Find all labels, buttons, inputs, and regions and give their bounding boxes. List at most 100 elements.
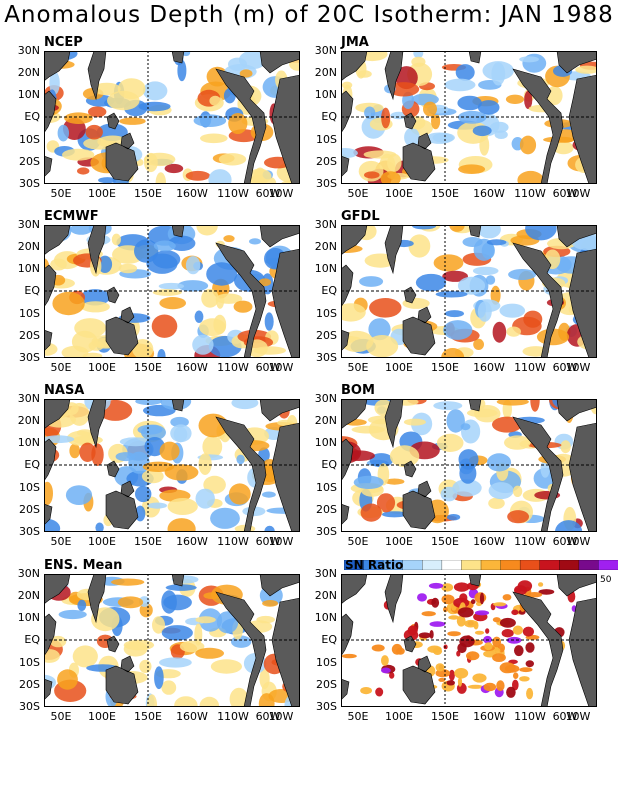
anomaly-patch [538,589,555,595]
anomaly-patch [147,502,167,509]
anomaly-patch [159,657,192,668]
anomaly-patch [138,101,171,112]
anomaly-patch [433,254,464,272]
anomaly-patch [203,475,226,494]
anomaly-patch [52,291,85,316]
lon-tick-label: 10W [268,187,294,200]
lat-tick-label: EQ [321,110,337,123]
anomaly-patch [201,288,219,308]
anomaly-patch [517,170,544,184]
anomaly-patch [167,498,198,515]
land-mask [44,574,300,707]
lon-tick-label: 50E [50,710,72,723]
anomaly-patch [470,599,476,605]
anomaly-patch [146,694,158,707]
lat-tick-label: 10S [19,656,40,669]
lat-tick-label: 20S [19,678,40,691]
panel-title: GFDL [341,209,380,224]
lat-tick-label: 30N [314,392,337,405]
anomaly-patch [111,578,145,586]
lon-tick-label: 100E [88,361,116,374]
anomaly-patch [389,672,395,679]
lat-tick-label: 30S [316,177,337,190]
anomaly-patch [202,435,223,458]
anomaly-patch [494,130,508,139]
anomaly-patch [502,594,512,601]
anomaly-patch [79,442,96,462]
anomaly-patch [208,169,232,184]
anomaly-patch [525,660,534,668]
anomaly-patch [264,312,274,331]
anomaly-patch [519,676,530,682]
anomaly-patch [206,262,238,286]
anomaly-patch [413,51,424,59]
map-frame [44,399,300,532]
anomaly-patch [525,642,535,653]
anomaly-patch [490,121,509,133]
anomaly-patch [449,225,465,232]
anomaly-patch [454,668,469,679]
anomaly-patch [44,649,60,663]
lon-tick-label: 110W [217,187,249,200]
lon-tick-label: 60W [255,361,281,374]
anomaly-patch [487,453,512,472]
anomaly-patch [194,623,203,646]
panel-title: ECMWF [44,209,99,224]
anomaly-patch [247,168,272,184]
anomaly-patch [526,687,534,700]
anomaly-patch [472,673,487,683]
map-frame [341,574,597,707]
anomaly-patch [485,628,490,634]
anomaly-patch [484,642,493,651]
anomaly-patch [514,645,524,657]
anomaly-patch [429,621,446,627]
anomaly-patch [76,429,94,437]
map-frame [44,51,300,184]
sn-ratio-colorbar [344,560,618,570]
lon-tick-label: 160W [176,361,208,374]
anomaly-patch [522,626,534,637]
anomaly-patch [506,686,516,698]
anomaly-patch [492,653,506,662]
anomaly-patch [477,100,500,115]
anomaly-patch [239,69,253,78]
anomaly-patch [457,642,467,654]
lon-tick-label: 100E [385,361,413,374]
lon-tick-label: 10W [565,710,591,723]
lat-tick-label: 20N [17,240,40,253]
anomaly-patch [77,599,87,611]
anomaly-patch [407,625,418,636]
anomaly-patch [418,632,432,639]
anomaly-patch [142,461,175,472]
lat-tick-label: 10S [19,307,40,320]
lon-tick-label: 110W [514,535,546,548]
anomaly-patch [511,609,519,616]
map-plot [341,399,597,532]
lon-tick-label: 150E [431,710,459,723]
colorbar-title: SN Ratio [345,558,404,572]
anomaly-patch [161,625,193,641]
anomaly-patch [351,425,385,434]
anomaly-patch [161,590,177,614]
map-plot [44,225,300,358]
anomaly-patch [72,645,98,668]
lat-tick-label: 10N [314,262,337,275]
anomaly-patch [441,583,454,592]
lon-tick-label: 100E [385,710,413,723]
map-panel: JMA 30N 20N 10N EQ 10S 20S 30S 50E 100E 150E 160W 11… [315,35,597,200]
lat-tick-label: 20S [316,329,337,342]
anomaly-patch [228,57,247,71]
lat-tick-label: 10N [314,436,337,449]
anomaly-patch [144,152,158,173]
anomaly-patch [199,696,220,707]
lon-tick-label: 50E [50,535,72,548]
anomaly-patch [198,453,212,475]
lon-tick-label: 10W [268,535,294,548]
panel-title: ENS. Mean [44,558,123,573]
anomaly-patch [154,666,164,690]
land-mask [44,399,300,532]
lon-tick-label: 160W [473,361,505,374]
anomaly-patch [488,482,514,500]
anomaly-patch [381,655,389,666]
lon-tick-label: 150E [134,535,162,548]
